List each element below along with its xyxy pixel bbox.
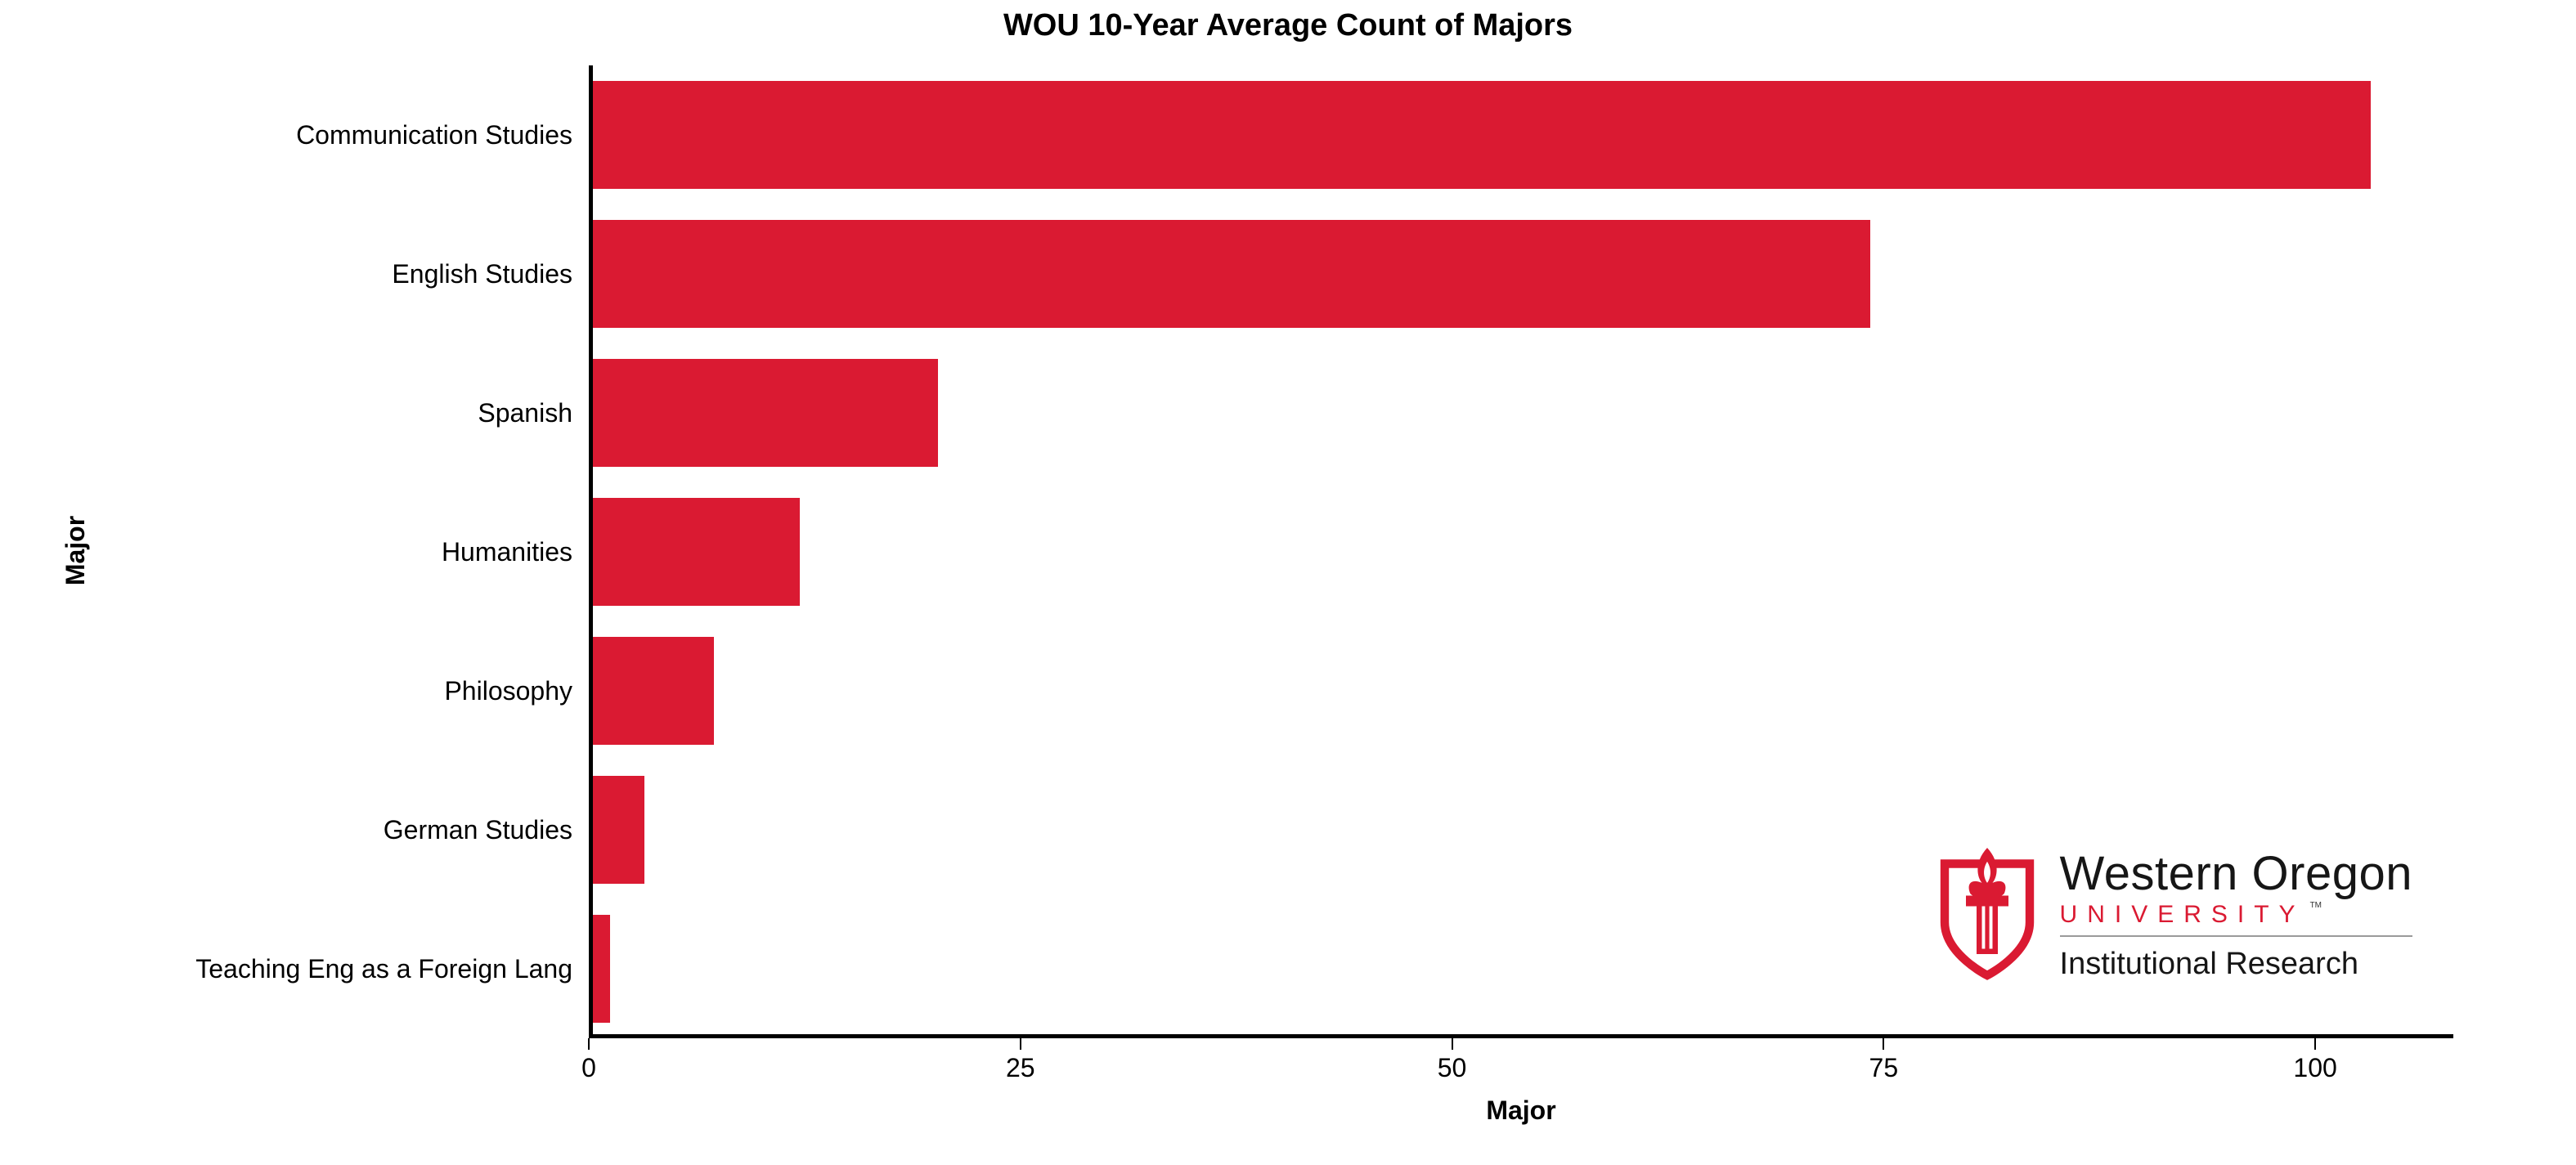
y-tick-label: Communication Studies (296, 120, 572, 150)
y-tick-label: Teaching Eng as a Foreign Lang (195, 954, 572, 984)
y-tick-label: German Studies (384, 815, 572, 845)
bar (593, 220, 1870, 329)
x-tick-label: 0 (548, 1053, 630, 1083)
x-axis-label: Major (589, 1096, 2453, 1126)
chart-container: WOU 10-Year Average Count of Majors Majo… (0, 0, 2576, 1165)
bar (593, 81, 2371, 190)
x-tick-mark (1020, 1038, 1021, 1050)
y-tick-label: Philosophy (444, 676, 572, 706)
y-axis-label: Major (61, 516, 91, 585)
x-tick-mark (588, 1038, 590, 1050)
logo-university-word: UNIVERSITY (2060, 901, 2305, 929)
x-tick-mark (2314, 1038, 2316, 1050)
trademark-symbol: TM (2310, 901, 2322, 910)
wou-logo-block: Western Oregon UNIVERSITY TM Institution… (1934, 842, 2412, 985)
bar (593, 637, 714, 746)
y-tick-label: Humanities (442, 537, 572, 567)
logo-institution-name: Western Oregon (2060, 846, 2412, 901)
bar (593, 915, 610, 1024)
chart-title: WOU 10-Year Average Count of Majors (0, 8, 2576, 43)
bar (593, 776, 644, 885)
logo-text-block: Western Oregon UNIVERSITY TM Institution… (2060, 846, 2412, 982)
bar (593, 359, 938, 468)
x-tick-mark (1452, 1038, 1453, 1050)
logo-department: Institutional Research (2060, 947, 2412, 982)
bar (593, 498, 800, 607)
x-tick-label: 25 (980, 1053, 1061, 1083)
shield-torch-icon (1934, 842, 2040, 985)
x-tick-label: 75 (1842, 1053, 1924, 1083)
x-tick-label: 100 (2274, 1053, 2356, 1083)
x-tick-mark (1883, 1038, 1884, 1050)
y-tick-label: Spanish (478, 398, 572, 428)
logo-divider (2060, 935, 2412, 937)
y-tick-label: English Studies (392, 259, 572, 289)
x-tick-label: 50 (1411, 1053, 1493, 1083)
